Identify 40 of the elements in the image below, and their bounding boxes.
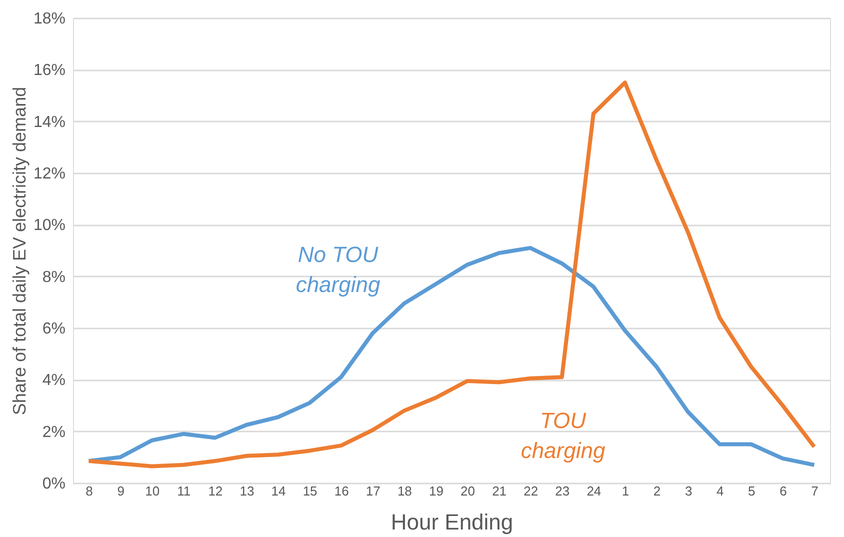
- x-tick-label: 6: [780, 484, 787, 498]
- y-tick-label: 6%: [42, 320, 66, 338]
- x-tick-label: 13: [240, 484, 254, 498]
- y-axis-title: Share of total daily EV electricity demand: [9, 86, 30, 416]
- x-tick-label: 15: [302, 484, 318, 498]
- x-tick-label: 19: [428, 484, 444, 498]
- x-tick-label: 21: [492, 484, 507, 498]
- annotation: No TOU charging: [296, 242, 381, 297]
- x-tick-label: 4: [716, 484, 724, 498]
- x-tick-label: 20: [460, 484, 476, 498]
- annotation: TOU charging: [520, 408, 606, 463]
- x-tick-label: 8: [86, 484, 93, 498]
- x-tick-label: 23: [555, 484, 570, 498]
- x-tick-label: 7: [811, 484, 818, 498]
- x-tick-label: 10: [145, 484, 160, 498]
- x-tick-label: 24: [586, 484, 602, 498]
- y-tick-label: 14%: [33, 114, 66, 131]
- y-tick-label: 10%: [33, 217, 66, 234]
- y-tick-label: 4%: [42, 372, 66, 390]
- y-tick-label: 18%: [33, 10, 66, 28]
- y-tick-label: 12%: [33, 166, 66, 182]
- x-tick-label: 18: [397, 484, 412, 498]
- y-tick-label: 0%: [42, 476, 66, 492]
- x-tick-label: 14: [271, 484, 286, 498]
- x-tick-label: 5: [748, 484, 756, 498]
- line-series: [86, 246, 816, 467]
- y-tick-label: 2%: [42, 424, 66, 441]
- x-tick-label: 16: [334, 484, 349, 498]
- line-series: [86, 80, 816, 468]
- x-axis-title: Hour Ending: [390, 510, 514, 534]
- x-tick-label: 3: [684, 484, 692, 498]
- x-tick-label: 12: [208, 484, 223, 498]
- x-tick-label: 9: [117, 484, 124, 498]
- x-tick-label: 17: [366, 484, 380, 498]
- x-tick-label: 2: [653, 484, 661, 498]
- x-tick-label: 11: [177, 484, 191, 498]
- x-tick-label: 1: [622, 484, 630, 498]
- y-tick-label: 8%: [42, 268, 66, 286]
- x-tick-label: 22: [524, 484, 538, 498]
- y-tick-label: 16%: [33, 62, 66, 80]
